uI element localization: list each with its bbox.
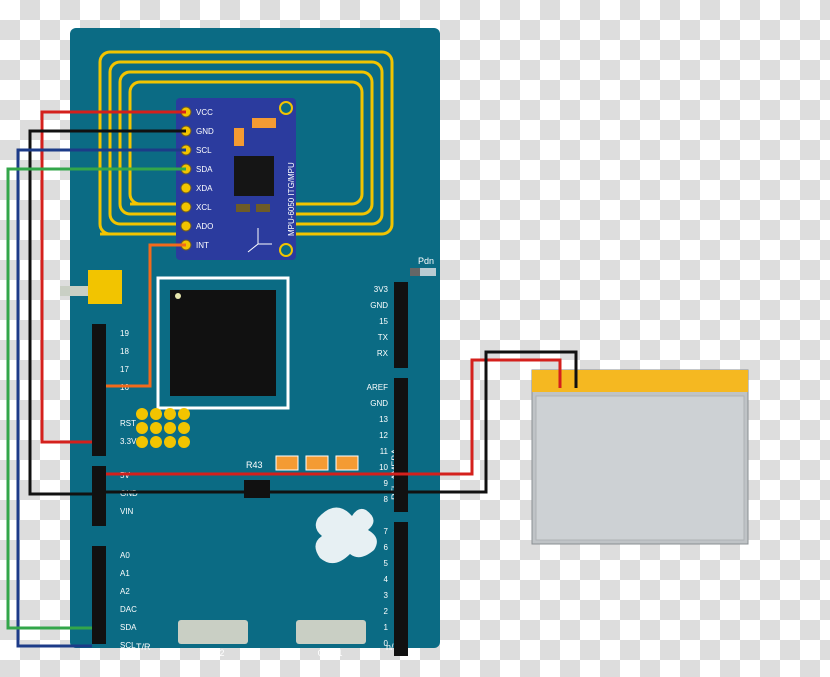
svg-text:10: 10 bbox=[379, 463, 388, 472]
svg-text:A2: A2 bbox=[120, 587, 130, 596]
svg-text:13: 13 bbox=[379, 415, 388, 424]
svg-text:SCL: SCL bbox=[120, 641, 136, 650]
svg-text:A1: A1 bbox=[120, 569, 130, 578]
svg-text:CON2: CON2 bbox=[199, 648, 224, 658]
tr-label: T/R bbox=[136, 642, 151, 652]
svg-text:GND: GND bbox=[370, 399, 388, 408]
svg-text:17: 17 bbox=[120, 365, 129, 374]
lipo-battery bbox=[532, 370, 748, 544]
svg-text:0: 0 bbox=[384, 639, 389, 648]
svg-text:XDA: XDA bbox=[196, 184, 213, 193]
svg-text:SDA: SDA bbox=[196, 165, 213, 174]
svg-text:ADO: ADO bbox=[196, 222, 213, 231]
diagram: R43 RTL-AMEBA CON2 CON1 T/R n/R Pdn bbox=[0, 0, 830, 677]
svg-text:TX: TX bbox=[378, 333, 389, 342]
svg-text:CON1: CON1 bbox=[317, 648, 342, 658]
svg-text:8: 8 bbox=[384, 495, 389, 504]
svg-text:VCC: VCC bbox=[196, 108, 213, 117]
svg-text:A0: A0 bbox=[120, 551, 130, 560]
svg-text:3: 3 bbox=[384, 591, 389, 600]
svg-text:RST: RST bbox=[120, 419, 136, 428]
svg-text:11: 11 bbox=[380, 447, 389, 456]
svg-text:19: 19 bbox=[120, 329, 129, 338]
r43-label: R43 bbox=[246, 460, 263, 470]
svg-text:VIN: VIN bbox=[120, 507, 134, 516]
imu-module: VCC GND SCL SDA XDA XCL ADO INT MPU-6050… bbox=[176, 98, 296, 260]
svg-text:18: 18 bbox=[120, 347, 129, 356]
svg-text:7: 7 bbox=[384, 527, 389, 536]
svg-text:6: 6 bbox=[384, 543, 389, 552]
svg-text:DAC: DAC bbox=[120, 605, 137, 614]
corner-pad bbox=[88, 270, 122, 304]
svg-text:AREF: AREF bbox=[367, 383, 388, 392]
svg-text:9: 9 bbox=[384, 479, 389, 488]
svg-text:GND: GND bbox=[196, 127, 214, 136]
svg-text:1: 1 bbox=[384, 623, 389, 632]
pdn-label: Pdn bbox=[418, 256, 434, 266]
svg-text:12: 12 bbox=[379, 431, 388, 440]
rf-module bbox=[158, 278, 288, 408]
gnd-block-icon bbox=[244, 480, 270, 498]
svg-text:XCL: XCL bbox=[196, 203, 212, 212]
svg-text:SDA: SDA bbox=[120, 623, 137, 632]
svg-text:SCL: SCL bbox=[196, 146, 212, 155]
usb-connector-left[interactable]: CON2 bbox=[178, 620, 248, 658]
svg-text:4: 4 bbox=[384, 575, 389, 584]
svg-text:3.3V: 3.3V bbox=[120, 437, 137, 446]
usb-connector-right[interactable]: CON1 bbox=[296, 620, 366, 658]
svg-text:2: 2 bbox=[384, 607, 389, 616]
pdn-switch[interactable] bbox=[410, 268, 436, 276]
svg-text:RX: RX bbox=[377, 349, 389, 358]
svg-text:INT: INT bbox=[196, 241, 209, 250]
antenna-connector bbox=[60, 286, 88, 296]
svg-text:GND: GND bbox=[370, 301, 388, 310]
svg-text:5: 5 bbox=[384, 559, 389, 568]
svg-text:15: 15 bbox=[379, 317, 388, 326]
svg-text:3V3: 3V3 bbox=[374, 285, 389, 294]
imu-part-label: MPU-6050 ITG/MPU bbox=[287, 162, 296, 236]
